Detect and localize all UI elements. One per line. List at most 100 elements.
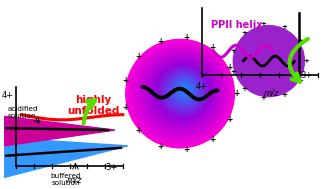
Circle shape bbox=[127, 40, 233, 147]
Text: highly
unfolded: highly unfolded bbox=[67, 95, 119, 116]
Circle shape bbox=[176, 82, 194, 99]
Circle shape bbox=[180, 85, 191, 95]
Circle shape bbox=[177, 82, 193, 98]
Circle shape bbox=[152, 62, 213, 122]
Circle shape bbox=[172, 78, 198, 104]
Circle shape bbox=[142, 53, 221, 132]
Circle shape bbox=[157, 66, 209, 118]
Text: +: + bbox=[303, 58, 309, 64]
Circle shape bbox=[156, 65, 210, 118]
Text: buffered
solution: buffered solution bbox=[50, 174, 81, 186]
Circle shape bbox=[233, 26, 304, 97]
Text: +: + bbox=[241, 30, 247, 36]
Text: +: + bbox=[135, 52, 141, 61]
Circle shape bbox=[147, 57, 217, 127]
Circle shape bbox=[162, 70, 205, 113]
Circle shape bbox=[169, 75, 200, 107]
Text: +: + bbox=[227, 115, 233, 124]
Circle shape bbox=[143, 53, 221, 132]
Circle shape bbox=[141, 52, 222, 133]
Circle shape bbox=[169, 76, 199, 106]
Circle shape bbox=[171, 77, 198, 104]
Circle shape bbox=[131, 43, 230, 143]
Circle shape bbox=[160, 68, 207, 115]
Circle shape bbox=[140, 51, 223, 134]
Circle shape bbox=[175, 80, 195, 101]
Circle shape bbox=[170, 77, 198, 105]
Circle shape bbox=[140, 51, 223, 134]
Circle shape bbox=[132, 45, 229, 141]
Circle shape bbox=[179, 84, 191, 96]
Circle shape bbox=[185, 89, 187, 91]
Text: +: + bbox=[184, 145, 190, 154]
Circle shape bbox=[158, 67, 208, 116]
Polygon shape bbox=[4, 116, 115, 146]
Circle shape bbox=[128, 41, 233, 146]
Text: +: + bbox=[233, 89, 239, 98]
Circle shape bbox=[149, 59, 215, 125]
Circle shape bbox=[175, 81, 195, 100]
Circle shape bbox=[151, 60, 214, 123]
Text: +: + bbox=[227, 63, 233, 72]
Circle shape bbox=[126, 40, 234, 147]
Circle shape bbox=[150, 60, 214, 124]
Text: +: + bbox=[241, 86, 247, 92]
Circle shape bbox=[162, 70, 205, 112]
Circle shape bbox=[182, 86, 189, 94]
Text: +: + bbox=[261, 95, 267, 101]
Circle shape bbox=[167, 74, 201, 108]
Circle shape bbox=[150, 60, 215, 125]
Text: acidified
solution: acidified solution bbox=[7, 106, 38, 119]
Circle shape bbox=[138, 50, 225, 136]
Circle shape bbox=[173, 79, 196, 102]
Circle shape bbox=[137, 48, 226, 137]
Text: +: + bbox=[298, 38, 303, 44]
Text: +: + bbox=[282, 24, 287, 30]
Circle shape bbox=[164, 71, 204, 111]
Circle shape bbox=[154, 63, 212, 121]
Text: +: + bbox=[230, 48, 236, 53]
Circle shape bbox=[146, 57, 218, 128]
Text: +: + bbox=[261, 21, 267, 27]
Circle shape bbox=[153, 62, 212, 122]
Circle shape bbox=[155, 64, 211, 120]
Circle shape bbox=[167, 74, 201, 108]
Text: +: + bbox=[209, 43, 215, 52]
Text: m/z: m/z bbox=[67, 175, 82, 184]
Circle shape bbox=[155, 64, 211, 119]
Circle shape bbox=[145, 56, 219, 129]
Circle shape bbox=[153, 63, 212, 121]
Circle shape bbox=[184, 88, 187, 91]
Circle shape bbox=[156, 65, 210, 119]
Circle shape bbox=[135, 47, 226, 139]
Circle shape bbox=[183, 87, 188, 93]
Circle shape bbox=[144, 54, 220, 130]
Circle shape bbox=[176, 81, 194, 100]
Circle shape bbox=[147, 57, 217, 127]
Circle shape bbox=[161, 69, 206, 114]
Text: PPII helix: PPII helix bbox=[210, 20, 262, 30]
Circle shape bbox=[173, 79, 197, 102]
Circle shape bbox=[129, 43, 231, 144]
Circle shape bbox=[143, 54, 220, 131]
Circle shape bbox=[148, 58, 216, 126]
Circle shape bbox=[131, 44, 230, 143]
Circle shape bbox=[178, 83, 192, 97]
Text: 3+: 3+ bbox=[106, 163, 118, 172]
Circle shape bbox=[172, 78, 197, 103]
Circle shape bbox=[137, 49, 225, 137]
Text: m/z: m/z bbox=[264, 89, 279, 98]
Polygon shape bbox=[4, 138, 128, 177]
Circle shape bbox=[132, 44, 229, 142]
Circle shape bbox=[163, 70, 204, 112]
Circle shape bbox=[128, 41, 232, 146]
Circle shape bbox=[144, 55, 219, 130]
Text: +: + bbox=[122, 103, 129, 112]
Text: +: + bbox=[230, 69, 236, 75]
Circle shape bbox=[181, 85, 190, 95]
Circle shape bbox=[152, 61, 213, 123]
Circle shape bbox=[135, 47, 227, 139]
Text: 4+: 4+ bbox=[2, 91, 14, 100]
Circle shape bbox=[138, 50, 224, 136]
Circle shape bbox=[174, 80, 196, 101]
